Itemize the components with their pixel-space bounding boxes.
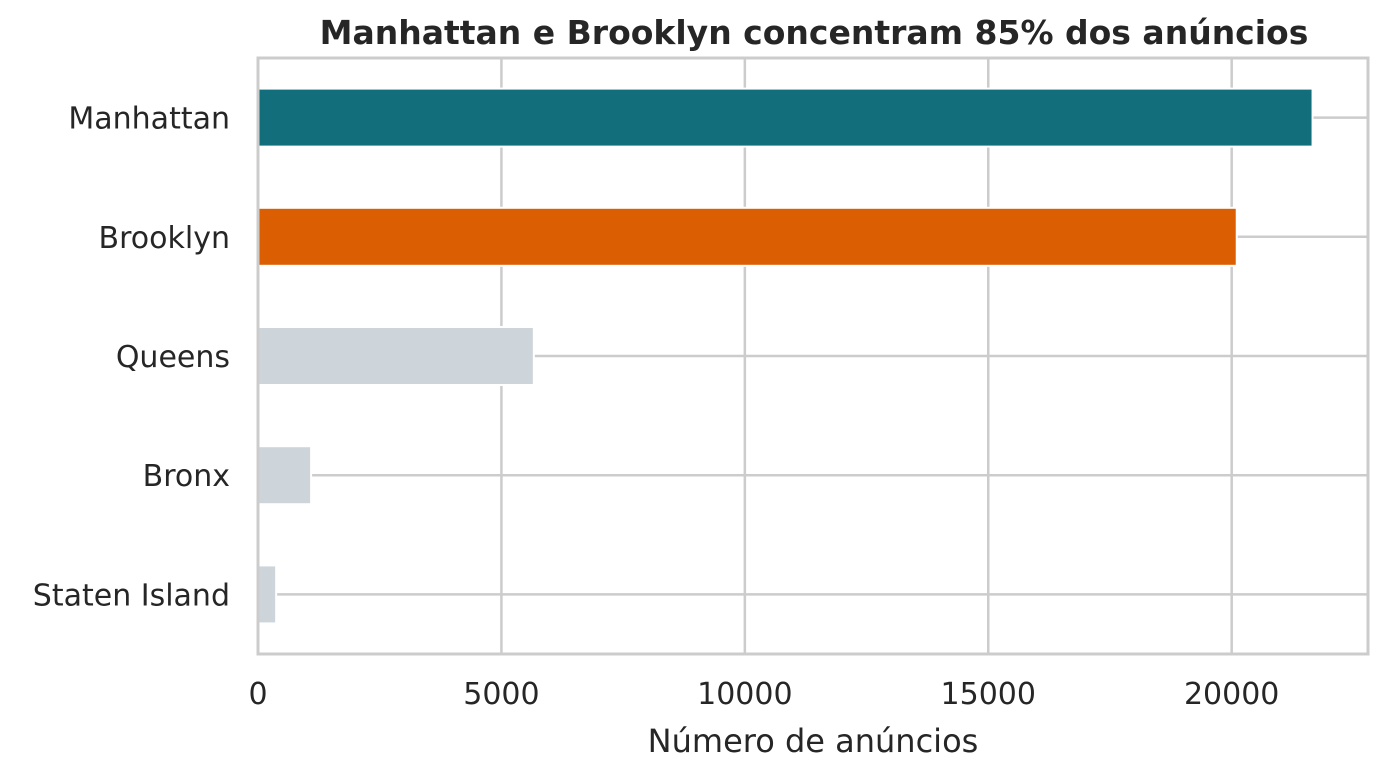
x-tick-label: 20000 (1184, 677, 1279, 712)
x-axis-label: Número de anúncios (648, 722, 979, 760)
y-tick-labels: Manhattan Brooklyn Queens Bronx Staten Islan… (33, 102, 230, 614)
y-tick-label: Queens (116, 340, 230, 375)
chart-title: Manhattan e Brooklyn concentram 85% dos … (320, 13, 1309, 52)
x-tick-labels: 0 5000 10000 15000 20000 (248, 677, 1279, 712)
bar-brooklyn (257, 206, 1238, 267)
x-tick-label: 5000 (463, 677, 539, 712)
bars (257, 87, 1314, 625)
x-tick-label: 0 (248, 677, 267, 712)
bar-queens (257, 326, 535, 386)
y-tick-label: Manhattan (68, 102, 230, 137)
y-tick-label: Staten Island (33, 578, 230, 613)
plot-frame (256, 56, 1370, 656)
y-tick-label: Brooklyn (99, 221, 230, 256)
x-tick-label: 10000 (697, 677, 792, 712)
bar-bronx (257, 445, 313, 506)
bar-manhattan (257, 87, 1314, 148)
x-tick-label: 15000 (941, 677, 1036, 712)
y-tick-label: Bronx (143, 459, 230, 494)
bar-staten-island (257, 564, 278, 625)
